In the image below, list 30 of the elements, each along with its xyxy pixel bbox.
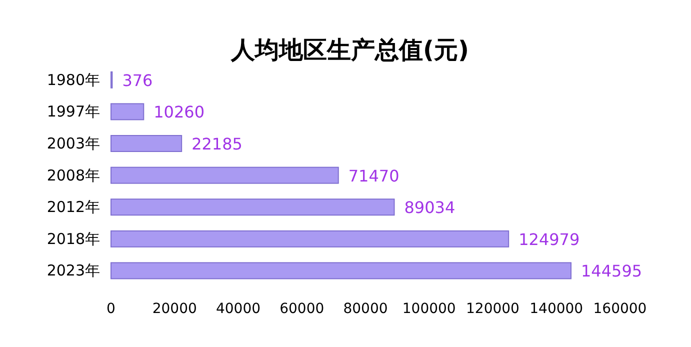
data-label: 10260	[154, 102, 205, 122]
bar	[110, 230, 510, 248]
y-tick-label: 2008年	[46, 166, 100, 184]
bar	[110, 262, 572, 280]
x-tick-label: 100000	[402, 301, 456, 317]
data-label: 144595	[580, 262, 642, 281]
y-tick-label: 2018年	[46, 230, 100, 248]
x-tick-label: 120000	[466, 301, 520, 317]
x-tick-label: 20000	[152, 301, 197, 317]
x-tick-label: 60000	[280, 301, 324, 317]
data-label: 124979	[518, 230, 580, 249]
data-label: 71470	[348, 166, 400, 186]
x-tick-label: 0	[106, 301, 116, 317]
bar	[110, 135, 182, 152]
x-tick-label: 40000	[216, 301, 261, 317]
bar	[110, 198, 395, 216]
y-tick-label: 1980年	[46, 70, 100, 89]
chart-title: 人均地区生产总值(元)	[230, 36, 469, 64]
data-label: 89034	[404, 198, 456, 218]
x-tick-label: 140000	[530, 301, 584, 317]
x-tick-label: 80000	[343, 301, 388, 317]
y-tick-label: 2012年	[46, 198, 100, 216]
data-label: 376	[122, 70, 153, 90]
y-tick-label: 2023年	[46, 262, 100, 280]
data-label: 22185	[192, 134, 242, 154]
bar	[110, 166, 339, 184]
x-tick-label: 160000	[593, 301, 647, 317]
y-tick-label: 2003年	[46, 134, 100, 152]
bar	[110, 103, 144, 120]
y-tick-label: 1997年	[46, 102, 100, 121]
